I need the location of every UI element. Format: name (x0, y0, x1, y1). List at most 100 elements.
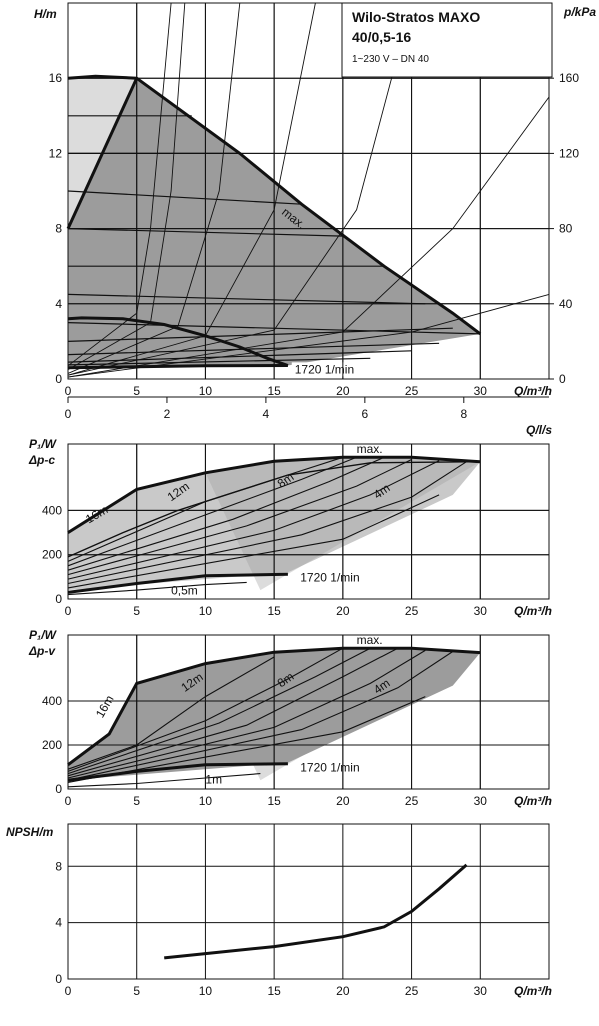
y-tick-label: 0 (55, 972, 62, 986)
plot-frame (67, 634, 550, 790)
x-tick-label: 30 (474, 384, 488, 398)
panel-p1-dpc: 0 5 10 15 20 25 30 0 200 400 Q/m³/h (42, 443, 552, 618)
pressure-tick-label: 120 (559, 146, 579, 160)
x-axis-label: Q/m³/h (514, 604, 552, 618)
hq-speed-line-2 (67, 190, 302, 205)
y-tick-label: 200 (42, 548, 62, 562)
title-line3: 1~230 V – DN 40 (352, 54, 429, 65)
title-line2: 40/0,5-16 (352, 29, 411, 45)
dpv-max-curve (67, 646, 481, 767)
x-axis-label: Q/m³/h (514, 384, 552, 398)
x-tick-label: 25 (405, 984, 419, 998)
dpc-mode-label: Δp-c (28, 453, 55, 467)
x-tick-label: 10 (199, 604, 213, 618)
plot-frame (67, 443, 550, 600)
y-tick-label: 8 (55, 222, 62, 236)
hq-speed-line-7 (67, 327, 453, 342)
x-axis-label: Q/m³/h (514, 794, 552, 808)
x-tick-label: 20 (336, 384, 350, 398)
hq-system-curve-2 (67, 2, 241, 374)
ls-tick-label: 4 (263, 407, 270, 421)
dpc-16m-curve (67, 461, 481, 558)
x-tick-label: 20 (336, 604, 350, 618)
dpv-y-axis-label: P₁/W (29, 628, 58, 642)
dpv-curve-label: 16m (93, 693, 117, 720)
ls-tick-label: 0 (65, 407, 72, 421)
dpc-y-axis-label: P₁/W (29, 437, 58, 451)
pressure-tick-label: 0 (559, 372, 566, 386)
dpv-family-curve-0 (67, 656, 275, 770)
hq-system-curve-1 (67, 2, 186, 370)
x-tick-label: 15 (267, 984, 281, 998)
npsh-curve (164, 863, 468, 960)
panel-npsh: 0 5 10 15 20 25 30 0 4 8 Q/m³/h (55, 823, 552, 998)
dpv-family-curve-4 (67, 649, 426, 779)
dpc-max-label: max. (357, 442, 383, 456)
ls-tick-label: 8 (460, 407, 467, 421)
plot-frame (67, 823, 550, 980)
dpv-max-label: max. (357, 633, 383, 647)
x-tick-label: 5 (133, 384, 140, 398)
x-tick-label: 20 (336, 984, 350, 998)
title-box: Wilo-Stratos MAXO 40/0,5-16 1~230 V – DN… (341, 2, 553, 78)
dpc-family-curve-3 (67, 459, 412, 576)
pressure-tick-label: 80 (559, 222, 573, 236)
y-tick-label: 200 (42, 738, 62, 752)
y-tick-label: 16 (49, 71, 63, 85)
npsh-y-axis-label: NPSH/m (6, 825, 54, 839)
dpv-curve-label: 1m (205, 773, 222, 787)
y-tick-label: 0 (55, 592, 62, 606)
x-tick-label: 5 (133, 984, 140, 998)
dpc-family-curve-7 (67, 581, 247, 596)
dpv-min-curve (67, 762, 288, 782)
x-tick-label: 0 (65, 604, 72, 618)
x-tick-label: 20 (336, 794, 350, 808)
ls-tick-label: 6 (362, 407, 369, 421)
x-tick-label: 25 (405, 604, 419, 618)
y-tick-label: 400 (42, 694, 62, 708)
dpv-mode-label: Δp-v (28, 644, 56, 658)
x-tick-label: 15 (267, 794, 281, 808)
dpc-family-curve-2 (67, 456, 385, 571)
x-tick-label: 30 (474, 604, 488, 618)
x-tick-label: 10 (199, 794, 213, 808)
x-tick-label: 5 (133, 604, 140, 618)
pressure-tick-label: 40 (559, 297, 573, 311)
hq-min-curve (67, 364, 288, 370)
x-tick-label: 0 (65, 384, 72, 398)
x-axis-label: Q/m³/h (514, 984, 552, 998)
dpv-min-label: 1720 1/min (300, 760, 359, 774)
min-label-bg (291, 362, 374, 377)
hq-speed-line-9 (67, 350, 412, 363)
dpv-family-curve-5 (67, 651, 454, 781)
x-tick-label: 30 (474, 794, 488, 808)
x-tick-label: 0 (65, 794, 72, 808)
panel-p1-dpv: 0 5 10 15 20 25 30 0 200 400 Q/m³/h (42, 634, 552, 808)
x-tick-label: 0 (65, 984, 72, 998)
x-tick-label: 15 (267, 604, 281, 618)
hq-max-curve (67, 74, 482, 336)
hq-speed-line-8 (67, 342, 440, 356)
y-tick-label: 4 (55, 916, 62, 930)
y-tick-label: 0 (55, 782, 62, 796)
x-tick-label: 25 (405, 794, 419, 808)
min-label: 1720 1/min (295, 362, 354, 376)
dpc-curve-label: 0,5m (171, 584, 198, 598)
y-tick-label: 12 (49, 146, 63, 160)
pressure-tick-label: 160 (559, 71, 579, 85)
ls-axis-label: Q/l/s (526, 423, 552, 437)
x-tick-label: 10 (199, 984, 213, 998)
y-tick-label: 4 (55, 297, 62, 311)
x-tick-label: 15 (267, 384, 281, 398)
dpc-min-curve (67, 572, 288, 594)
dpc-min-label: 1720 1/min (300, 570, 359, 584)
y-axis-label: H/m (34, 7, 57, 21)
x-tick-label: 10 (199, 384, 213, 398)
title-line1: Wilo-Stratos MAXO (352, 9, 480, 25)
hq-low-curve (67, 316, 289, 367)
